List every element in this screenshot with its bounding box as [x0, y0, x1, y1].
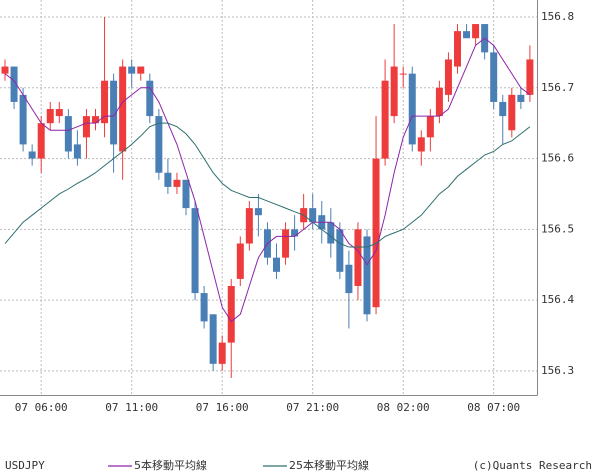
- x-tick-label: 08 02:00: [377, 401, 430, 414]
- candle-body: [490, 52, 498, 102]
- candle-body: [363, 236, 371, 315]
- candle-body: [336, 229, 344, 272]
- candle-body: [390, 66, 398, 117]
- candle-body: [454, 31, 461, 67]
- y-tick-label: 156.6: [541, 152, 574, 165]
- candle-body: [191, 208, 199, 294]
- candle-body: [472, 24, 480, 39]
- y-tick-label: 156.3: [541, 364, 574, 377]
- candle-body: [517, 94, 525, 102]
- candle-body: [164, 172, 172, 187]
- candle-body: [327, 222, 335, 244]
- candle-body: [155, 116, 163, 173]
- x-tick-label: 07 21:00: [286, 401, 339, 414]
- candle-body: [28, 151, 36, 159]
- candle-body: [173, 179, 181, 187]
- candle-body: [426, 116, 434, 138]
- moving-average-line: [4, 37, 531, 323]
- candle-body: [46, 109, 54, 124]
- candle-body: [218, 342, 226, 364]
- x-tick-label: 08 07:00: [467, 401, 520, 414]
- candle-body: [345, 264, 353, 294]
- x-tick-label: 07 16:00: [196, 401, 249, 414]
- candle-body: [236, 243, 244, 279]
- candle-body: [200, 293, 208, 322]
- candle-body: [19, 94, 27, 145]
- candle-body: [463, 31, 471, 39]
- moving-average-line: [4, 122, 531, 248]
- candle-body: [526, 59, 534, 95]
- candle-body: [273, 257, 280, 272]
- candle-body: [245, 208, 253, 244]
- candle-body: [435, 87, 443, 117]
- candle-body: [55, 109, 63, 117]
- candle-body: [381, 80, 389, 159]
- candle-body: [309, 208, 317, 223]
- y-tick-label: 156.7: [541, 81, 574, 94]
- y-tick-label: 156.5: [541, 222, 574, 235]
- candle-body: [92, 116, 99, 124]
- candle-body: [282, 229, 290, 258]
- y-tick-label: 156.8: [541, 10, 574, 23]
- candle-body: [73, 144, 81, 159]
- candle-body: [110, 80, 118, 145]
- candle-body: [146, 80, 154, 117]
- candle-body: [1, 66, 9, 74]
- candle-body: [182, 179, 190, 209]
- candle-body: [372, 158, 380, 308]
- candle-body: [254, 208, 262, 216]
- x-tick-label: 07 06:00: [15, 401, 68, 414]
- candle-body: [444, 59, 452, 95]
- candle-body: [508, 94, 516, 131]
- symbol: USDJPY: [5, 459, 45, 472]
- candle-body: [209, 314, 217, 364]
- candle-body: [37, 123, 45, 159]
- candle-body: [354, 229, 362, 286]
- candle-body: [101, 80, 109, 124]
- candle-body: [10, 66, 18, 102]
- candle-body: [499, 101, 507, 117]
- candle-body: [128, 66, 136, 74]
- y-tick-label: 156.4: [541, 293, 574, 306]
- candle-body: [82, 116, 90, 138]
- candle-body: [137, 66, 145, 74]
- credit: (c)Quants Research: [473, 459, 592, 472]
- candle-body: [227, 285, 235, 343]
- candle-body: [408, 73, 416, 145]
- legend-label: 25本移動平均線: [289, 458, 369, 472]
- candle-body: [291, 229, 299, 237]
- candle-body: [417, 137, 425, 152]
- candle-body: [119, 66, 127, 152]
- candle-body: [399, 73, 407, 75]
- legend-label: 5本移動平均線: [134, 458, 207, 472]
- candle-body: [64, 116, 72, 152]
- x-tick-label: 07 11:00: [105, 401, 158, 414]
